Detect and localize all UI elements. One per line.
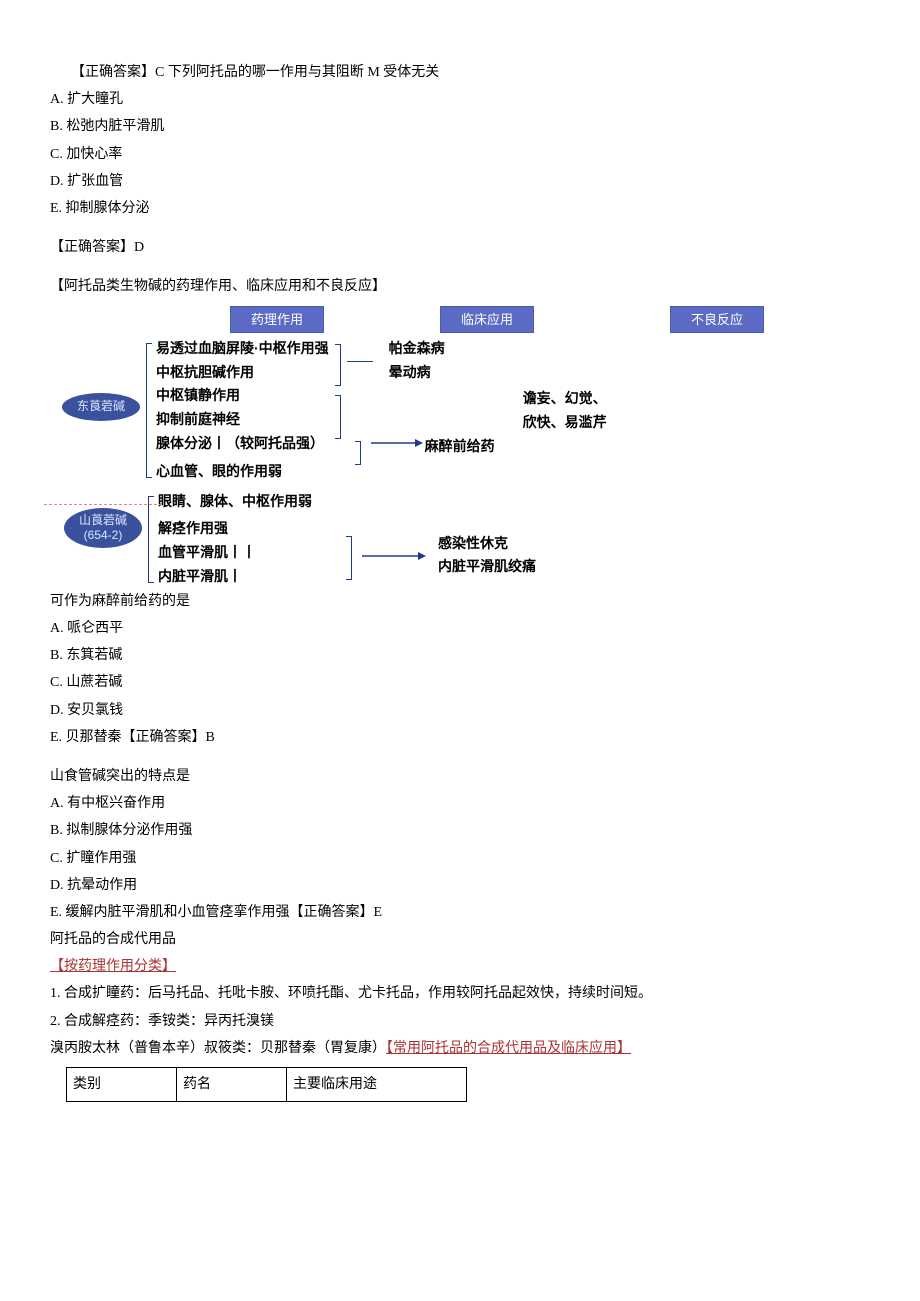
dotted-divider — [44, 504, 162, 505]
q1-opt-d: D. 扩张血管 — [50, 169, 870, 194]
drug1-row: 东莨菪碱 易透过血脑屏陵·中枢作用强 中枢抗胆碱作用 中枢镇静作用 抑制前庭神经… — [50, 337, 870, 484]
d1-a1: 谵妄、幻觉、 — [523, 387, 607, 411]
q3-opt-e: E. 缓解内脏平滑肌和小血管痉挛作用强【正确答案】E — [50, 900, 870, 925]
synth-table: 类别 药名 主要临床用途 — [66, 1067, 467, 1102]
bracket-r-icon-4 — [346, 536, 352, 580]
q2-opt-b: B. 东箕若碱 — [50, 643, 870, 668]
q2-opt-c: C. 山蔗若碱 — [50, 670, 870, 695]
synth-p2: 2. 合成解痉药：季铵类：异丙托溴镁 — [50, 1009, 870, 1034]
th-drugname: 药名 — [177, 1068, 287, 1102]
bracket-r-icon-3 — [355, 441, 361, 465]
q2-opt-d: D. 安贝氯钱 — [50, 698, 870, 723]
bracket-r-icon-2 — [335, 395, 341, 439]
synth-p1: 1. 合成扩瞳药：后马托品、托吡卡胺、环喷托酯、尤卡托品，作用较阿托品起效快，持… — [50, 981, 870, 1006]
header-clinical: 临床应用 — [440, 306, 534, 333]
d1-i1: 易透过血脑屏陵·中枢作用强 — [156, 337, 329, 361]
d1-i3: 中枢镇静作用 — [156, 384, 329, 408]
q2-opt-a: A. 哌仑西平 — [50, 616, 870, 641]
q3-opt-c: C. 扩瞳作用强 — [50, 846, 870, 871]
d2-c1: 感染性休克 — [438, 532, 536, 556]
bracket-r-icon — [335, 344, 341, 386]
synth-cat-link[interactable]: 【按药理作用分类】 — [50, 959, 176, 974]
d1-c3: 麻醉前给药 — [425, 435, 495, 459]
q2-stem: 可作为麻醉前给药的是 — [50, 589, 870, 614]
synth-p3b-link[interactable]: 【常用阿托品的合成代用品及临床应用】 — [386, 1041, 631, 1056]
d2-i1: 眼睛、腺体、中枢作用弱 — [158, 490, 312, 514]
header-pharma: 药理作用 — [230, 306, 324, 333]
header-adverse: 不良反应 — [670, 306, 764, 333]
q2-opt-e: E. 贝那替秦【正确答案】B — [50, 725, 870, 750]
d1-i5: 腺体分泌丨（较阿托品强） — [156, 432, 329, 456]
answer-d: 【正确答案】D — [50, 235, 870, 260]
arrow-right-icon — [371, 437, 423, 449]
q1-stem: 【正确答案】C 下列阿托品的哪一作用与其阻断 M 受体无关 — [71, 60, 870, 85]
d1-c2: 晕动病 — [389, 361, 445, 385]
q3-opt-a: A. 有中枢兴奋作用 — [50, 791, 870, 816]
d2-i4: 内脏平滑肌丨 — [158, 565, 312, 589]
th-category: 类别 — [67, 1068, 177, 1102]
synth-p3a: 溴丙胺太林（普鲁本辛）叔筱类：贝那替秦（胃复康） — [50, 1041, 386, 1056]
d1-i6: 心血管、眼的作用弱 — [156, 460, 329, 484]
drug1-label: 东莨菪碱 — [62, 393, 140, 421]
synth-title: 阿托品的合成代用品 — [50, 927, 870, 952]
d1-i4: 抑制前庭神经 — [156, 408, 329, 432]
arrow-right-icon-2 — [362, 550, 426, 562]
q3-opt-d: D. 抗晕动作用 — [50, 873, 870, 898]
q3-stem: 山食管碱突出的特点是 — [50, 764, 870, 789]
d2-c2: 内脏平滑肌绞痛 — [438, 555, 536, 579]
table-row: 类别 药名 主要临床用途 — [67, 1068, 467, 1102]
drug2-label: 山莨菪碱 (654-2) — [64, 508, 142, 548]
d2-i2: 解痉作用强 — [158, 517, 312, 541]
q1-opt-b: B. 松弛内脏平滑肌 — [50, 114, 870, 139]
q1-opt-a: A. 扩大瞳孔 — [50, 87, 870, 112]
d2-i3: 血管平滑肌丨丨 — [158, 541, 312, 565]
drug2-label-1: 山莨菪碱 — [79, 513, 127, 527]
diagram-header-row: 药理作用 临床应用 不良反应 — [230, 306, 870, 333]
q1-opt-e: E. 抑制腺体分泌 — [50, 196, 870, 221]
bracket-icon-2 — [148, 496, 154, 583]
q3-opt-b: B. 拟制腺体分泌作用强 — [50, 818, 870, 843]
section-title: 【阿托品类生物碱的药理作用、临床应用和不良反应】 — [50, 274, 870, 299]
d1-i2: 中枢抗胆碱作用 — [156, 361, 329, 385]
drug2-row: 山莨菪碱 (654-2) 眼睛、腺体、中枢作用弱 解痉作用强 血管平滑肌丨丨 内… — [50, 490, 870, 589]
th-usage: 主要临床用途 — [287, 1068, 467, 1102]
q1-opt-c: C. 加快心率 — [50, 142, 870, 167]
d1-a2: 欣快、易滥芹 — [523, 411, 607, 435]
d1-c1: 帕金森病 — [389, 337, 445, 361]
bracket-icon — [146, 343, 152, 478]
synth-p3: 溴丙胺太林（普鲁本辛）叔筱类：贝那替秦（胃复康）【常用阿托品的合成代用品及临床应… — [50, 1036, 870, 1061]
drug2-label-2: (654-2) — [84, 528, 123, 542]
